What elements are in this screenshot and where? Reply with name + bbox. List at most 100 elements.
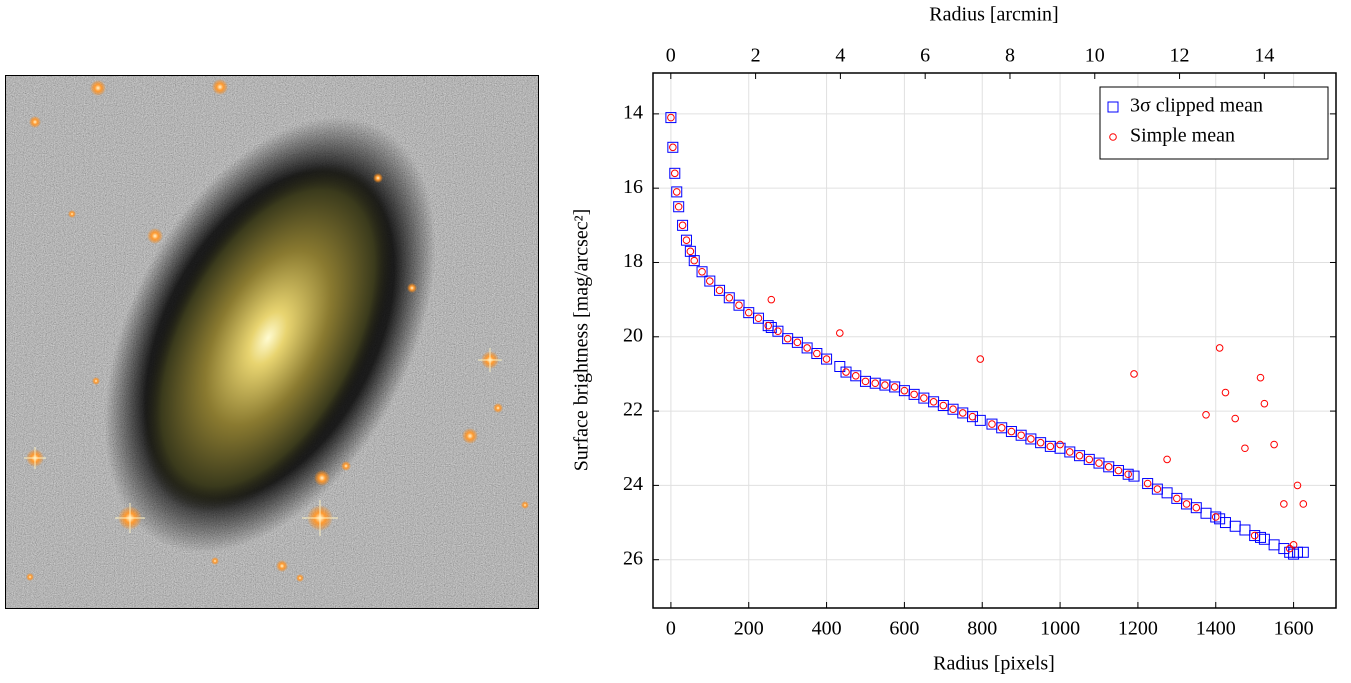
point [1297,546,1309,558]
point [684,245,696,257]
point [1214,513,1226,525]
point [968,412,977,421]
point [1085,455,1094,464]
y-tick-label: 24 [623,473,643,495]
point [834,361,846,373]
point [733,299,745,311]
point [1095,459,1103,467]
x-axis-label: Radius [pixels] [933,653,1055,675]
point [725,293,734,302]
point [850,370,862,382]
x2-tick-label: 10 [1085,45,1105,67]
point [811,348,823,360]
point [920,394,928,402]
point [1278,543,1290,555]
point [791,336,803,348]
point [1291,546,1303,558]
point [1153,485,1162,493]
galaxy-image [5,75,539,609]
point [704,275,716,287]
point [1258,533,1270,545]
point [1161,487,1173,499]
point [1210,511,1222,523]
point [667,141,679,153]
point [774,327,782,336]
point [1241,444,1249,453]
point [744,308,753,317]
point [1200,507,1212,519]
point [881,381,889,389]
y-tick-label: 18 [623,250,643,272]
x-tick-label: 0 [666,618,676,640]
point [1219,517,1231,529]
point [783,334,792,343]
x-tick-label: 1400 [1196,618,1236,640]
point [686,247,695,256]
point [764,321,772,330]
point [1163,455,1171,464]
point [958,409,967,417]
point [1221,388,1230,397]
point [1190,502,1202,514]
point [714,284,726,296]
point [976,355,985,363]
point [1255,531,1267,543]
point [1007,427,1016,436]
x-tick-label: 400 [812,618,842,640]
legend-marker [1109,133,1117,141]
x-tick-label: 1000 [1040,618,1080,640]
x-tick-label: 1200 [1118,618,1158,640]
point [861,377,870,386]
x2-tick-label: 12 [1170,45,1190,67]
y-tick-label: 26 [623,547,643,569]
point [836,329,844,337]
x-tick-label: 600 [889,618,919,640]
point [813,349,821,358]
point [929,398,938,406]
point [772,325,784,337]
point [939,401,948,410]
point [1124,470,1132,479]
y-tick-label: 22 [623,399,643,421]
point [1171,492,1183,504]
point [670,169,679,178]
point [1280,500,1288,508]
point [1046,442,1055,451]
point [1268,539,1280,551]
y-tick-label: 14 [623,101,643,123]
point [900,386,909,395]
point [1182,500,1191,508]
legend-box [1099,86,1329,160]
legend-marker [1107,101,1119,113]
point [821,353,833,365]
y-tick-label: 20 [623,324,643,346]
point [1299,500,1308,508]
point [793,338,802,347]
point [765,321,777,333]
point [1130,370,1138,378]
point [1104,463,1113,471]
point [682,236,691,244]
point [801,342,813,354]
point [723,292,735,304]
point [698,267,706,276]
point [690,256,699,265]
point [997,424,1006,432]
point [706,277,714,285]
point [1075,451,1084,460]
point [1192,503,1201,512]
point [1289,541,1298,549]
point [1211,513,1220,521]
x2-tick-label: 6 [920,45,930,67]
point [754,314,763,323]
x2-tick-label: 14 [1254,45,1274,67]
x2-tick-label: 2 [751,45,761,67]
x2-tick-label: 0 [666,45,676,67]
point [974,414,986,426]
point [1256,373,1265,382]
point [1017,431,1025,440]
point [674,202,683,211]
point [677,219,689,231]
point [1284,546,1296,558]
